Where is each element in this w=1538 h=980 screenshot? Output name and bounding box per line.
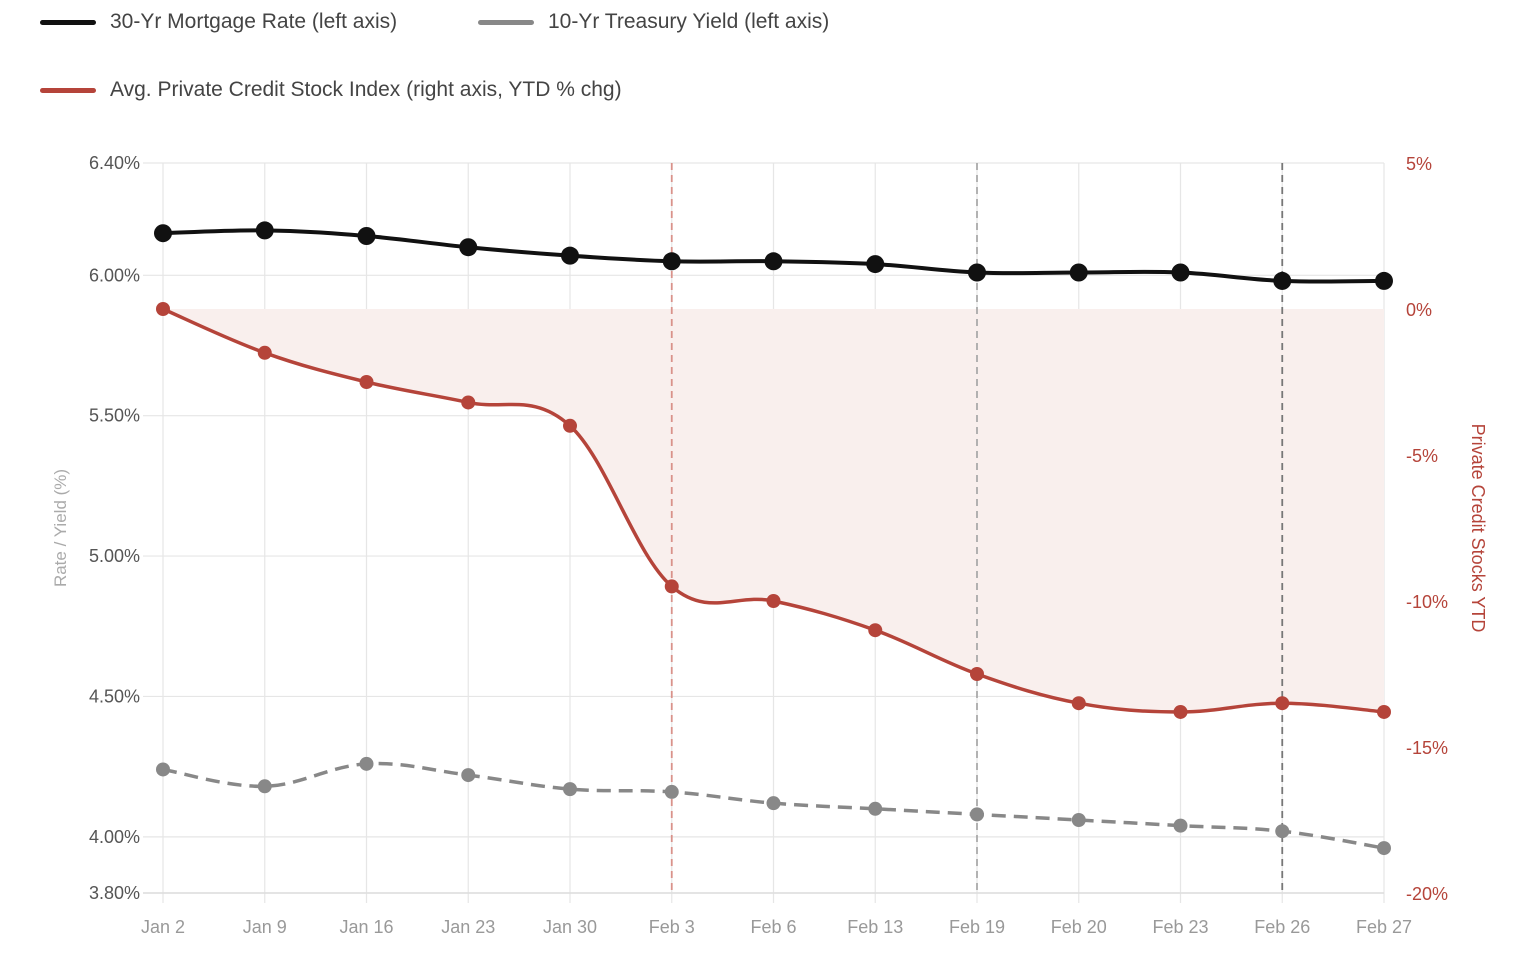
- data-point: [664, 579, 679, 594]
- data-point: [968, 263, 986, 282]
- x-tick-label: Jan 9: [243, 917, 287, 937]
- x-tick-label: Jan 16: [339, 917, 393, 937]
- left-axis-title: Rate / Yield (%): [51, 469, 70, 587]
- left-tick-label: 4.50%: [89, 686, 140, 706]
- right-tick-label: -15%: [1406, 738, 1448, 758]
- legend-swatch: [478, 19, 534, 25]
- right-tick-label: -10%: [1406, 592, 1448, 612]
- left-tick-label: 6.40%: [89, 153, 140, 173]
- data-point: [561, 246, 579, 265]
- right-tick-label: -20%: [1406, 884, 1448, 904]
- x-tick-label: Feb 27: [1356, 917, 1412, 937]
- data-point: [459, 238, 478, 257]
- data-point: [1069, 263, 1088, 282]
- data-point: [766, 796, 781, 811]
- data-point: [1071, 813, 1086, 827]
- data-point: [257, 345, 272, 360]
- left-tick-label: 4.00%: [89, 827, 140, 847]
- data-point: [359, 375, 374, 389]
- data-point: [461, 768, 476, 783]
- data-point: [1173, 704, 1188, 719]
- x-tick-label: Jan 30: [543, 917, 597, 937]
- data-point: [1071, 696, 1086, 711]
- legend-swatch: [40, 87, 96, 93]
- data-point: [868, 801, 883, 816]
- data-point: [1275, 824, 1290, 839]
- x-tick-label: Feb 19: [949, 917, 1005, 937]
- data-point: [255, 221, 274, 240]
- data-point: [664, 784, 679, 799]
- data-point: [766, 594, 781, 608]
- data-point: [156, 762, 170, 777]
- right-tick-label: -5%: [1406, 446, 1438, 466]
- legend-label: Avg. Private Credit Stock Index (right a…: [110, 78, 622, 101]
- data-point: [257, 779, 272, 794]
- left-tick-label: 5.50%: [89, 406, 140, 426]
- data-point: [1173, 818, 1188, 833]
- legend-item-treasury[interactable]: 10-Yr Treasury Yield (left axis): [478, 10, 829, 34]
- legend-item-credit[interactable]: Avg. Private Credit Stock Index (right a…: [40, 78, 622, 102]
- x-tick-label: Feb 26: [1254, 917, 1310, 937]
- x-tick-label: Jan 23: [441, 917, 495, 937]
- x-tick-label: Feb 3: [649, 917, 695, 937]
- data-point: [1377, 704, 1391, 719]
- data-point: [563, 782, 577, 797]
- data-point: [1377, 841, 1391, 856]
- data-point: [970, 667, 984, 681]
- data-point: [868, 623, 883, 638]
- x-tick-label: Feb 20: [1051, 917, 1107, 937]
- legend-item-mortgage[interactable]: 30-Yr Mortgage Rate (left axis): [40, 10, 397, 34]
- data-point: [563, 418, 577, 433]
- data-point: [154, 224, 172, 243]
- left-tick-label: 6.00%: [89, 265, 140, 285]
- data-point: [866, 255, 885, 274]
- data-point: [461, 395, 476, 410]
- data-point: [156, 302, 170, 316]
- data-point: [1171, 263, 1190, 282]
- data-point: [970, 807, 984, 822]
- x-tick-label: Feb 13: [847, 917, 903, 937]
- data-point: [357, 227, 376, 245]
- data-point: [764, 252, 783, 271]
- right-tick-label: 5%: [1406, 154, 1432, 174]
- x-tick-label: Feb 23: [1152, 917, 1208, 937]
- legend-label: 30-Yr Mortgage Rate (left axis): [110, 10, 398, 33]
- right-tick-label: 0%: [1406, 300, 1432, 320]
- x-tick-label: Feb 6: [750, 917, 796, 937]
- data-point: [1273, 271, 1292, 290]
- right-axis-title: Private Credit Stocks YTD: [1468, 424, 1488, 633]
- data-point: [1275, 696, 1290, 711]
- left-tick-label: 5.00%: [89, 546, 140, 566]
- x-tick-label: Jan 2: [141, 917, 185, 937]
- data-point: [359, 756, 374, 771]
- left-tick-label: 3.80%: [89, 883, 140, 903]
- data-point: [662, 252, 681, 271]
- data-point: [1375, 271, 1393, 290]
- legend-label: 10-Yr Treasury Yield (left axis): [548, 10, 830, 33]
- legend-swatch: [40, 19, 96, 25]
- credit-area-fill: [163, 309, 1384, 712]
